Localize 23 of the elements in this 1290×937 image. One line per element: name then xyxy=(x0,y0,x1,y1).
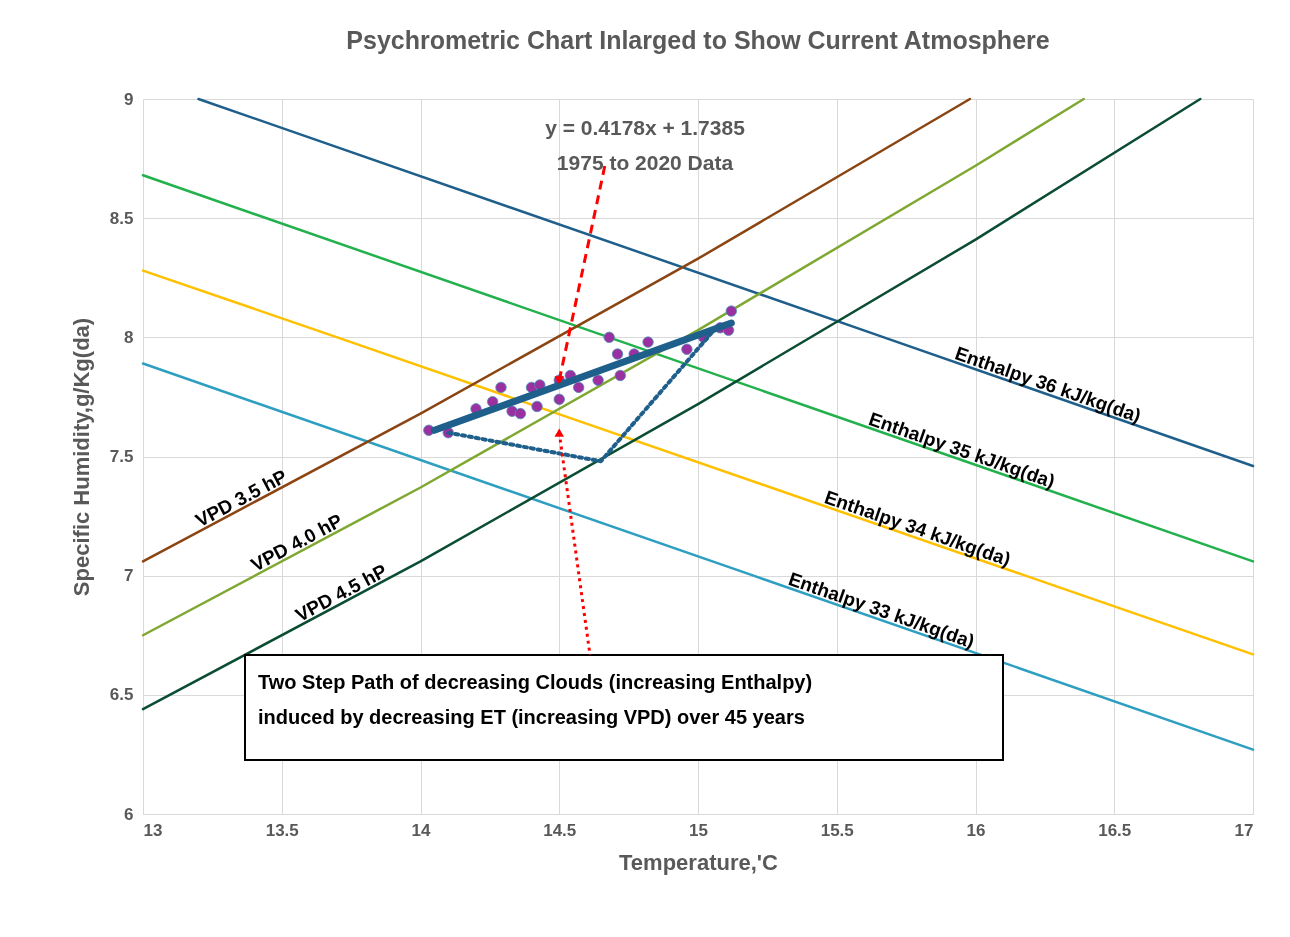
annotation: y = 0.4178x + 1.7385 1975 to 2020 Data xyxy=(545,116,746,174)
x-tick-label: 14 xyxy=(411,820,431,840)
x-tick-label: 14.5 xyxy=(543,820,577,840)
y-tick-label: 6 xyxy=(124,804,134,824)
x-tick-label: 13 xyxy=(143,820,163,840)
x-tick-label: 16 xyxy=(966,820,986,840)
line-series xyxy=(141,97,1202,711)
x-tick-label: 17 xyxy=(1234,820,1254,840)
x-tick-label: 16.5 xyxy=(1098,820,1132,840)
y-tick-label: 6.5 xyxy=(109,685,134,705)
y-tick-label: 7.5 xyxy=(109,447,134,466)
y-axis-title: Specific Humidity,g/Kg(da) xyxy=(68,317,94,597)
x-axis-title: Temperature,'C xyxy=(619,849,779,875)
x-tick-label: 15.5 xyxy=(820,820,854,840)
chart-title: Psychrometric Chart Inlarged to Show Current Atmosphere xyxy=(346,26,1050,54)
x-tick-label: 13.5 xyxy=(265,820,299,840)
y-tick-label: 9 xyxy=(124,89,134,109)
line-series xyxy=(141,269,1255,656)
y-tick-label: 8 xyxy=(124,327,134,347)
annotation: Two Step Path of decreasing Clouds (increasing Enthalpy) induced by decreasing ET (increasing VPD) over 45 years xyxy=(258,671,813,728)
x-tick-label: 15 xyxy=(689,820,708,840)
y-tick-label: 7 xyxy=(124,566,134,586)
y-tick-label: 8.5 xyxy=(109,208,134,228)
